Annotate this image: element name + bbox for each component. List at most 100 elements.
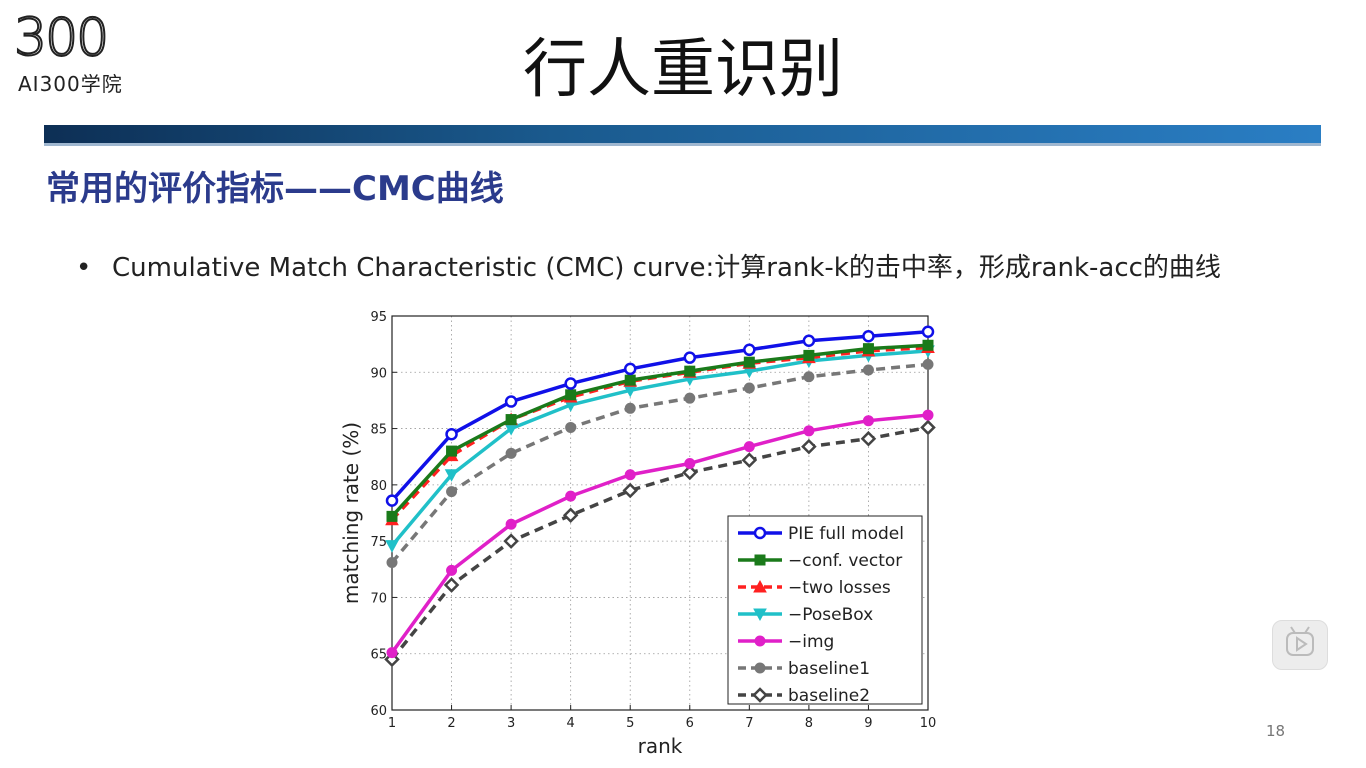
page-number: 18 [1266,722,1286,740]
data-point [803,371,815,383]
legend-label: baseline2 [788,686,870,706]
data-point [565,490,577,502]
data-point [802,334,816,348]
data-point [623,362,637,376]
legend-label: −conf. vector [788,551,902,571]
y-tick-label: 85 [370,423,387,438]
x-tick-label: 6 [686,716,694,731]
legend-item: −two losses [738,578,891,598]
legend-label: baseline1 [788,659,870,679]
data-point [862,364,874,376]
data-point [684,365,696,377]
data-point [624,402,636,414]
data-point [446,486,458,498]
data-point [862,415,874,427]
y-tick-label: 70 [370,591,387,606]
data-point [565,389,577,401]
series-5 [386,409,934,659]
data-point [444,469,459,482]
data-point [624,374,636,386]
cmc-chart: 1 2 3 4 5 6 7 8 9 10 60 65 70 75 80 85 90 95 rank matching … [330,298,960,760]
data-point [445,427,458,441]
x-tick-label: 3 [507,716,515,731]
data-point [753,608,767,622]
data-point [683,351,697,364]
data-point [753,579,767,593]
data-point [920,419,936,436]
data-point [801,438,817,455]
data-point [743,441,755,453]
play-icon [1286,626,1314,656]
play-button[interactable] [1272,620,1328,670]
data-point [753,526,767,540]
y-axis-label: matching rate (%) [339,422,363,604]
series-line [390,425,929,661]
data-point [386,510,398,522]
series-line [390,345,929,521]
legend-item: baseline1 [738,659,870,679]
logo-subtitle: AI300学院 [18,72,123,96]
series-line [390,413,929,654]
legend-item: −img [738,632,834,652]
data-point [860,430,877,447]
data-point [386,647,398,659]
data-point [862,330,875,343]
legend-item: PIE full model [738,524,904,544]
y-tick-label: 80 [370,479,387,494]
legend-label: −PoseBox [788,605,873,625]
data-point [505,518,517,530]
bullet-item: • Cumulative Match Characteristic (CMC) c… [76,250,1221,286]
data-point [562,507,579,524]
data-point [622,482,638,499]
data-point [752,687,768,703]
title-divider-bar [44,125,1321,146]
data-point [385,494,399,507]
data-point [504,395,518,408]
series-line [390,349,929,547]
legend: PIE full model −conf. vector −two losses −P… [727,515,923,706]
y-tick-label: 95 [370,310,387,325]
data-point [921,325,935,339]
data-point [624,469,636,481]
x-tick-label: 1 [388,716,396,731]
legend-item: baseline2 [738,686,870,706]
legend-label: −img [788,632,834,652]
y-tick-label: 75 [370,535,387,550]
slide-title: 行人重识别 [523,33,843,107]
data-point [684,457,696,469]
data-point [505,414,517,426]
x-tick-label: 10 [920,716,937,731]
x-tick-label: 2 [447,716,455,731]
bullet-text: Cumulative Match Characteristic (CMC) cu… [112,253,1221,283]
data-point [754,662,766,674]
data-point [505,447,517,459]
series-line [390,362,929,564]
data-point [743,382,755,394]
logo: 300 AI300学院 [13,11,174,96]
data-point [754,635,766,647]
data-point [443,577,460,593]
x-axis-label: rank [638,734,683,758]
y-tick-label: 60 [370,704,387,719]
data-point [684,392,696,404]
x-tick-label: 7 [745,716,753,731]
x-tick-label: 4 [567,716,575,731]
data-point [503,533,519,549]
data-point [564,377,577,390]
series-line [390,330,929,502]
legend-item: −PoseBox [738,605,873,625]
data-point [385,540,399,553]
y-tick-label: 90 [370,366,387,381]
data-point [682,464,698,481]
series-6 [386,358,934,569]
x-tick-label: 9 [864,716,872,731]
data-point [743,343,756,357]
series-line [390,343,929,518]
cmc-chart-svg: 1 2 3 4 5 6 7 8 9 10 60 65 70 75 80 85 90 95 rank matching … [339,310,937,758]
legend-item: −conf. vector [738,551,902,571]
data-point [446,564,458,576]
data-point [565,421,577,433]
data-point [754,554,766,566]
legend-label: PIE full model [788,524,904,544]
data-point [743,356,755,368]
